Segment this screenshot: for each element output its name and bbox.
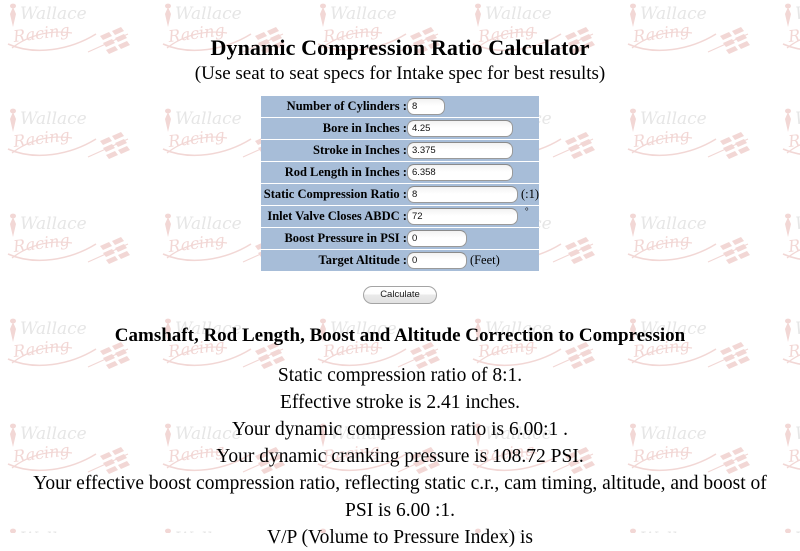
- label-bore: Bore in Inches :: [261, 118, 407, 140]
- page-title: Dynamic Compression Ratio Calculator: [210, 35, 590, 60]
- suffix-target-altitude: (Feet): [469, 253, 500, 268]
- form-row-boost-pressure: Boost Pressure in PSI :: [261, 228, 539, 250]
- results-body: Static compression ratio of 8:1. Effectiv…: [0, 347, 800, 551]
- result-line: Your dynamic compression ratio is 6.00:1…: [232, 418, 568, 440]
- field-cell-static-compression-ratio: (:1): [406, 184, 539, 206]
- form-row-static-compression-ratio: Static Compression Ratio : (:1): [261, 184, 539, 206]
- label-inlet-valve-closes-abdc: Inlet Valve Closes ABDC :: [261, 206, 407, 228]
- field-cell-boost-pressure: [406, 228, 539, 250]
- suffix-static-compression-ratio: (:1): [520, 187, 539, 202]
- results-heading: Camshaft, Rod Length, Boost and Altitude…: [114, 325, 686, 347]
- label-boost-pressure: Boost Pressure in PSI :: [261, 228, 407, 250]
- input-rod-length[interactable]: [406, 164, 513, 182]
- result-line: V/P (Volume to Pressure Index) is: [267, 526, 533, 548]
- label-stroke: Stroke in Inches :: [261, 140, 407, 162]
- page-root: Dynamic Compression Ratio Calculator (Us…: [0, 35, 800, 548]
- page-subtitle: (Use seat to seat specs for Intake spec …: [194, 63, 606, 85]
- result-line: Your effective boost compression ratio, …: [33, 472, 767, 521]
- form-row-rod-length: Rod Length in Inches :: [261, 162, 539, 184]
- calculator-form: Number of Cylinders :Bore in Inches :Str…: [0, 95, 800, 273]
- label-rod-length: Rod Length in Inches :: [261, 162, 407, 184]
- field-cell-cylinders: [406, 96, 539, 118]
- form-row-inlet-valve-closes-abdc: Inlet Valve Closes ABDC : °: [261, 206, 539, 228]
- form-row-cylinders: Number of Cylinders :: [261, 96, 539, 118]
- input-table: Number of Cylinders :Bore in Inches :Str…: [261, 95, 539, 273]
- button-row: Calculate: [0, 284, 800, 305]
- input-boost-pressure[interactable]: [406, 230, 467, 248]
- input-inlet-valve-closes-abdc[interactable]: [406, 208, 518, 226]
- input-static-compression-ratio[interactable]: [406, 186, 518, 204]
- input-stroke[interactable]: [406, 142, 513, 160]
- label-cylinders: Number of Cylinders :: [261, 96, 407, 118]
- form-row-target-altitude: Target Altitude : (Feet): [261, 250, 539, 272]
- input-table-body: Number of Cylinders :Bore in Inches :Str…: [261, 96, 539, 272]
- field-cell-target-altitude: (Feet): [406, 250, 539, 272]
- field-cell-stroke: [406, 140, 539, 162]
- input-bore[interactable]: [406, 120, 513, 138]
- suffix-inlet-valve-closes-abdc: °: [524, 206, 529, 217]
- form-row-stroke: Stroke in Inches :: [261, 140, 539, 162]
- label-static-compression-ratio: Static Compression Ratio :: [261, 184, 407, 206]
- input-cylinders[interactable]: [406, 98, 445, 116]
- calculate-button[interactable]: Calculate: [363, 286, 437, 305]
- result-line: Static compression ratio of 8:1.: [277, 365, 523, 387]
- label-target-altitude: Target Altitude :: [261, 250, 407, 272]
- input-target-altitude[interactable]: [406, 252, 467, 270]
- form-row-bore: Bore in Inches :: [261, 118, 539, 140]
- field-cell-rod-length: [406, 162, 539, 184]
- result-line: Effective stroke is 2.41 inches.: [279, 391, 521, 413]
- result-line: Your dynamic cranking pressure is 108.72…: [216, 445, 584, 467]
- field-cell-bore: [406, 118, 539, 140]
- field-cell-inlet-valve-closes-abdc: °: [406, 206, 539, 228]
